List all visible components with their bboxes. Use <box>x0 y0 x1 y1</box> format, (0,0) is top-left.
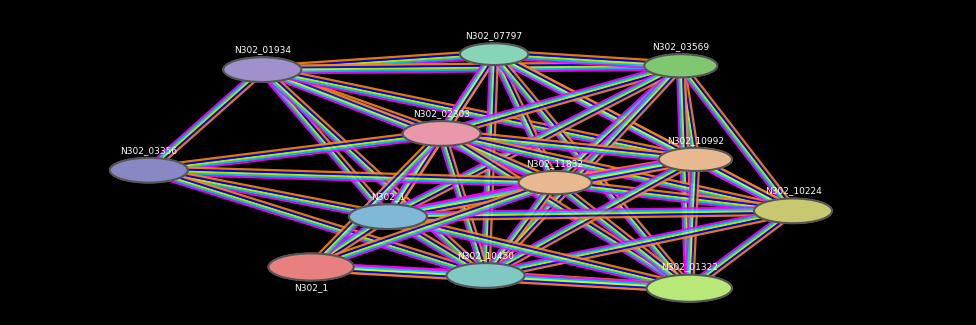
Text: N302_1: N302_1 <box>294 284 328 293</box>
Text: N302_01322: N302_01322 <box>661 263 717 272</box>
Circle shape <box>268 254 353 280</box>
Text: N302_03356: N302_03356 <box>120 146 178 155</box>
Text: N302_10992: N302_10992 <box>667 136 724 145</box>
Text: N302_1: N302_1 <box>371 192 405 201</box>
Circle shape <box>402 121 481 146</box>
Circle shape <box>647 275 732 302</box>
Text: N302_10450: N302_10450 <box>457 251 514 260</box>
Text: N302_01934: N302_01934 <box>234 45 291 54</box>
Circle shape <box>446 263 525 288</box>
Text: N302_10224: N302_10224 <box>764 186 822 195</box>
Text: N302_11832: N302_11832 <box>527 159 584 168</box>
Text: N302_03569: N302_03569 <box>652 42 710 51</box>
Circle shape <box>659 148 732 171</box>
Circle shape <box>349 204 427 229</box>
Text: N302_07797: N302_07797 <box>466 31 523 40</box>
Circle shape <box>460 43 528 65</box>
Circle shape <box>754 199 832 223</box>
Circle shape <box>110 158 188 183</box>
Text: N302_02303: N302_02303 <box>413 109 470 118</box>
Circle shape <box>224 57 302 82</box>
Circle shape <box>518 171 591 194</box>
Circle shape <box>644 54 717 77</box>
